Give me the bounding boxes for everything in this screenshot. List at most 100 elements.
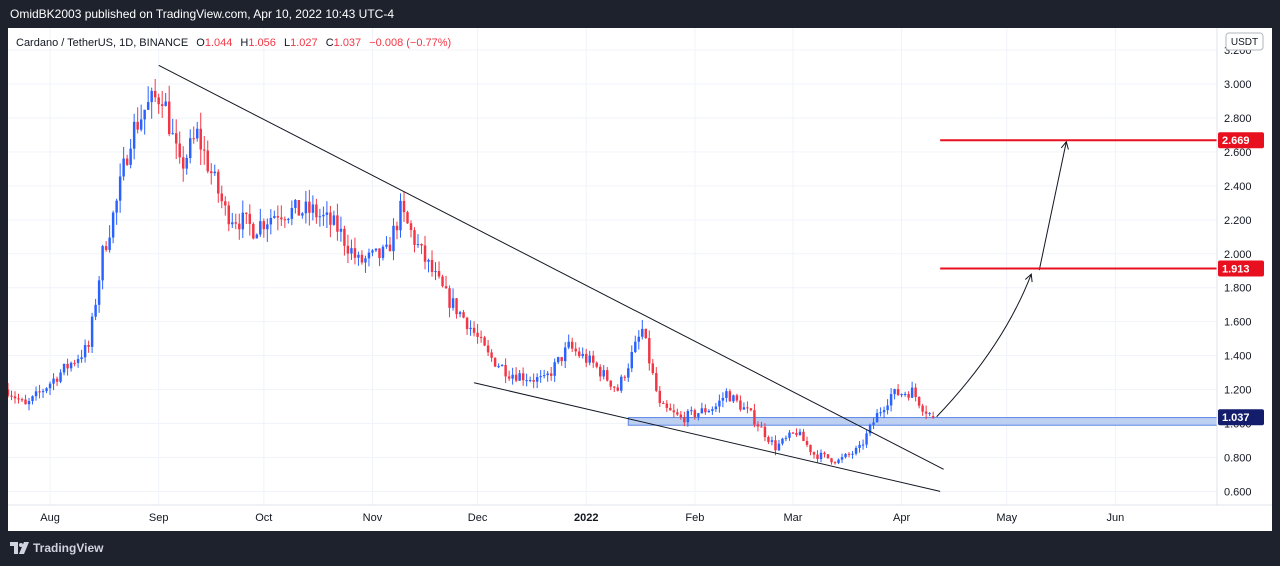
time-tick-label: Aug	[40, 512, 60, 524]
chart-panel[interactable]: 3.200 3.000 2.800 2.600 2.400 2.200 2.000 1.800…	[8, 28, 1272, 531]
legend-open-value: 1.044	[205, 37, 233, 49]
candle-body	[577, 351, 581, 357]
candle-body	[83, 345, 87, 358]
candle-body	[196, 128, 199, 139]
candle-body	[262, 221, 266, 230]
candle-body	[472, 327, 476, 333]
currency-button-frame	[1225, 32, 1264, 51]
candle-body	[721, 397, 725, 401]
candle-body	[469, 327, 472, 330]
candle-body	[266, 224, 269, 230]
candle-body	[903, 393, 907, 395]
candle-body	[879, 412, 882, 414]
candle-body	[700, 408, 704, 414]
candle-body	[500, 365, 504, 367]
candle-body	[602, 370, 605, 377]
candle-body	[132, 121, 136, 149]
candle-body	[707, 410, 711, 413]
candle-body	[651, 363, 655, 374]
candle-body	[809, 444, 812, 453]
price-chart[interactable]: 3.2003.0002.8002.6002.4002.2002.0001.800…	[8, 28, 1272, 531]
candle-body	[290, 207, 294, 219]
candle-body	[518, 373, 521, 381]
candle-body	[784, 437, 788, 439]
candle-body	[553, 362, 556, 376]
price-tick-label: 1.400	[1224, 351, 1252, 363]
candle-body	[599, 366, 602, 377]
candle-body	[41, 391, 45, 393]
price-axis[interactable]: 3.2003.0002.8002.6002.4002.2002.0001.800…	[1224, 45, 1252, 498]
candle-body	[164, 101, 167, 106]
candle-body	[153, 90, 157, 98]
candle-body	[167, 101, 171, 135]
last-price-badge	[1218, 409, 1264, 426]
candle-body	[781, 438, 784, 444]
candle-body	[567, 341, 570, 348]
candle-body	[420, 244, 423, 246]
candle-body	[507, 376, 511, 379]
projection-curve[interactable]	[936, 273, 1032, 418]
candle-body	[38, 391, 41, 393]
candle-body	[735, 395, 739, 401]
legend-line: Cardano / TetherUS, 1D, BINANCE O1.044 H…	[16, 37, 451, 49]
candle-body	[385, 244, 388, 247]
candle-body	[280, 217, 283, 220]
candle-body	[542, 375, 546, 377]
candle-body	[10, 395, 13, 397]
candle-body	[378, 248, 381, 258]
target-level-label: 2.669	[1222, 135, 1250, 147]
candle-body	[504, 365, 507, 377]
candle-body	[427, 259, 430, 262]
candle-body	[213, 171, 216, 174]
candle-body	[591, 355, 595, 363]
candle-body	[875, 412, 879, 423]
candle-body	[31, 396, 34, 402]
candle-body	[616, 387, 619, 391]
candle-body	[8, 389, 10, 396]
candle-body	[122, 158, 125, 177]
candle-body	[136, 121, 139, 130]
candle-body	[364, 258, 367, 263]
candle-body	[560, 357, 563, 362]
price-tick-label: 2.200	[1224, 215, 1252, 227]
candle-body	[287, 218, 290, 220]
candle-body	[798, 431, 802, 436]
candle-body	[17, 398, 20, 400]
candle-body	[620, 376, 623, 391]
candle-body	[662, 403, 665, 405]
candle-body	[833, 462, 837, 464]
candle-body	[360, 254, 364, 263]
candle-body	[301, 213, 304, 216]
candle-body	[665, 403, 669, 408]
trendline-upper[interactable]	[158, 64, 944, 470]
last-price-label: 1.037	[1222, 412, 1250, 424]
candle-body	[570, 341, 574, 349]
candle-body	[52, 378, 55, 384]
candle-body	[812, 452, 816, 455]
candle-body	[525, 380, 528, 382]
candle-body	[357, 254, 360, 258]
candle-body	[613, 386, 616, 388]
candle-body	[921, 405, 924, 412]
candle-body	[861, 444, 865, 446]
candle-body	[546, 373, 549, 376]
candle-body	[48, 383, 52, 389]
time-axis[interactable]: Aug Sep Oct Nov Dec 2022 Feb Mar Apr May Jun	[40, 512, 1124, 524]
candle-body	[532, 380, 535, 382]
candle-body	[125, 158, 129, 165]
candle-body	[924, 411, 928, 414]
currency-button[interactable]: USDT	[1225, 32, 1264, 51]
candle-body	[322, 214, 325, 217]
candle-body	[13, 396, 17, 399]
trendline-lower[interactable]	[473, 382, 941, 492]
candle-body	[535, 377, 539, 382]
projection-line[interactable]	[1038, 141, 1067, 271]
drawings-layer[interactable]	[158, 64, 1217, 492]
candle-body	[623, 376, 626, 378]
candle-body	[441, 276, 444, 287]
candle-body	[423, 245, 427, 262]
candle-body	[479, 336, 483, 338]
candle-body	[753, 410, 756, 425]
candle-body	[371, 250, 374, 253]
candle-body	[199, 128, 202, 150]
